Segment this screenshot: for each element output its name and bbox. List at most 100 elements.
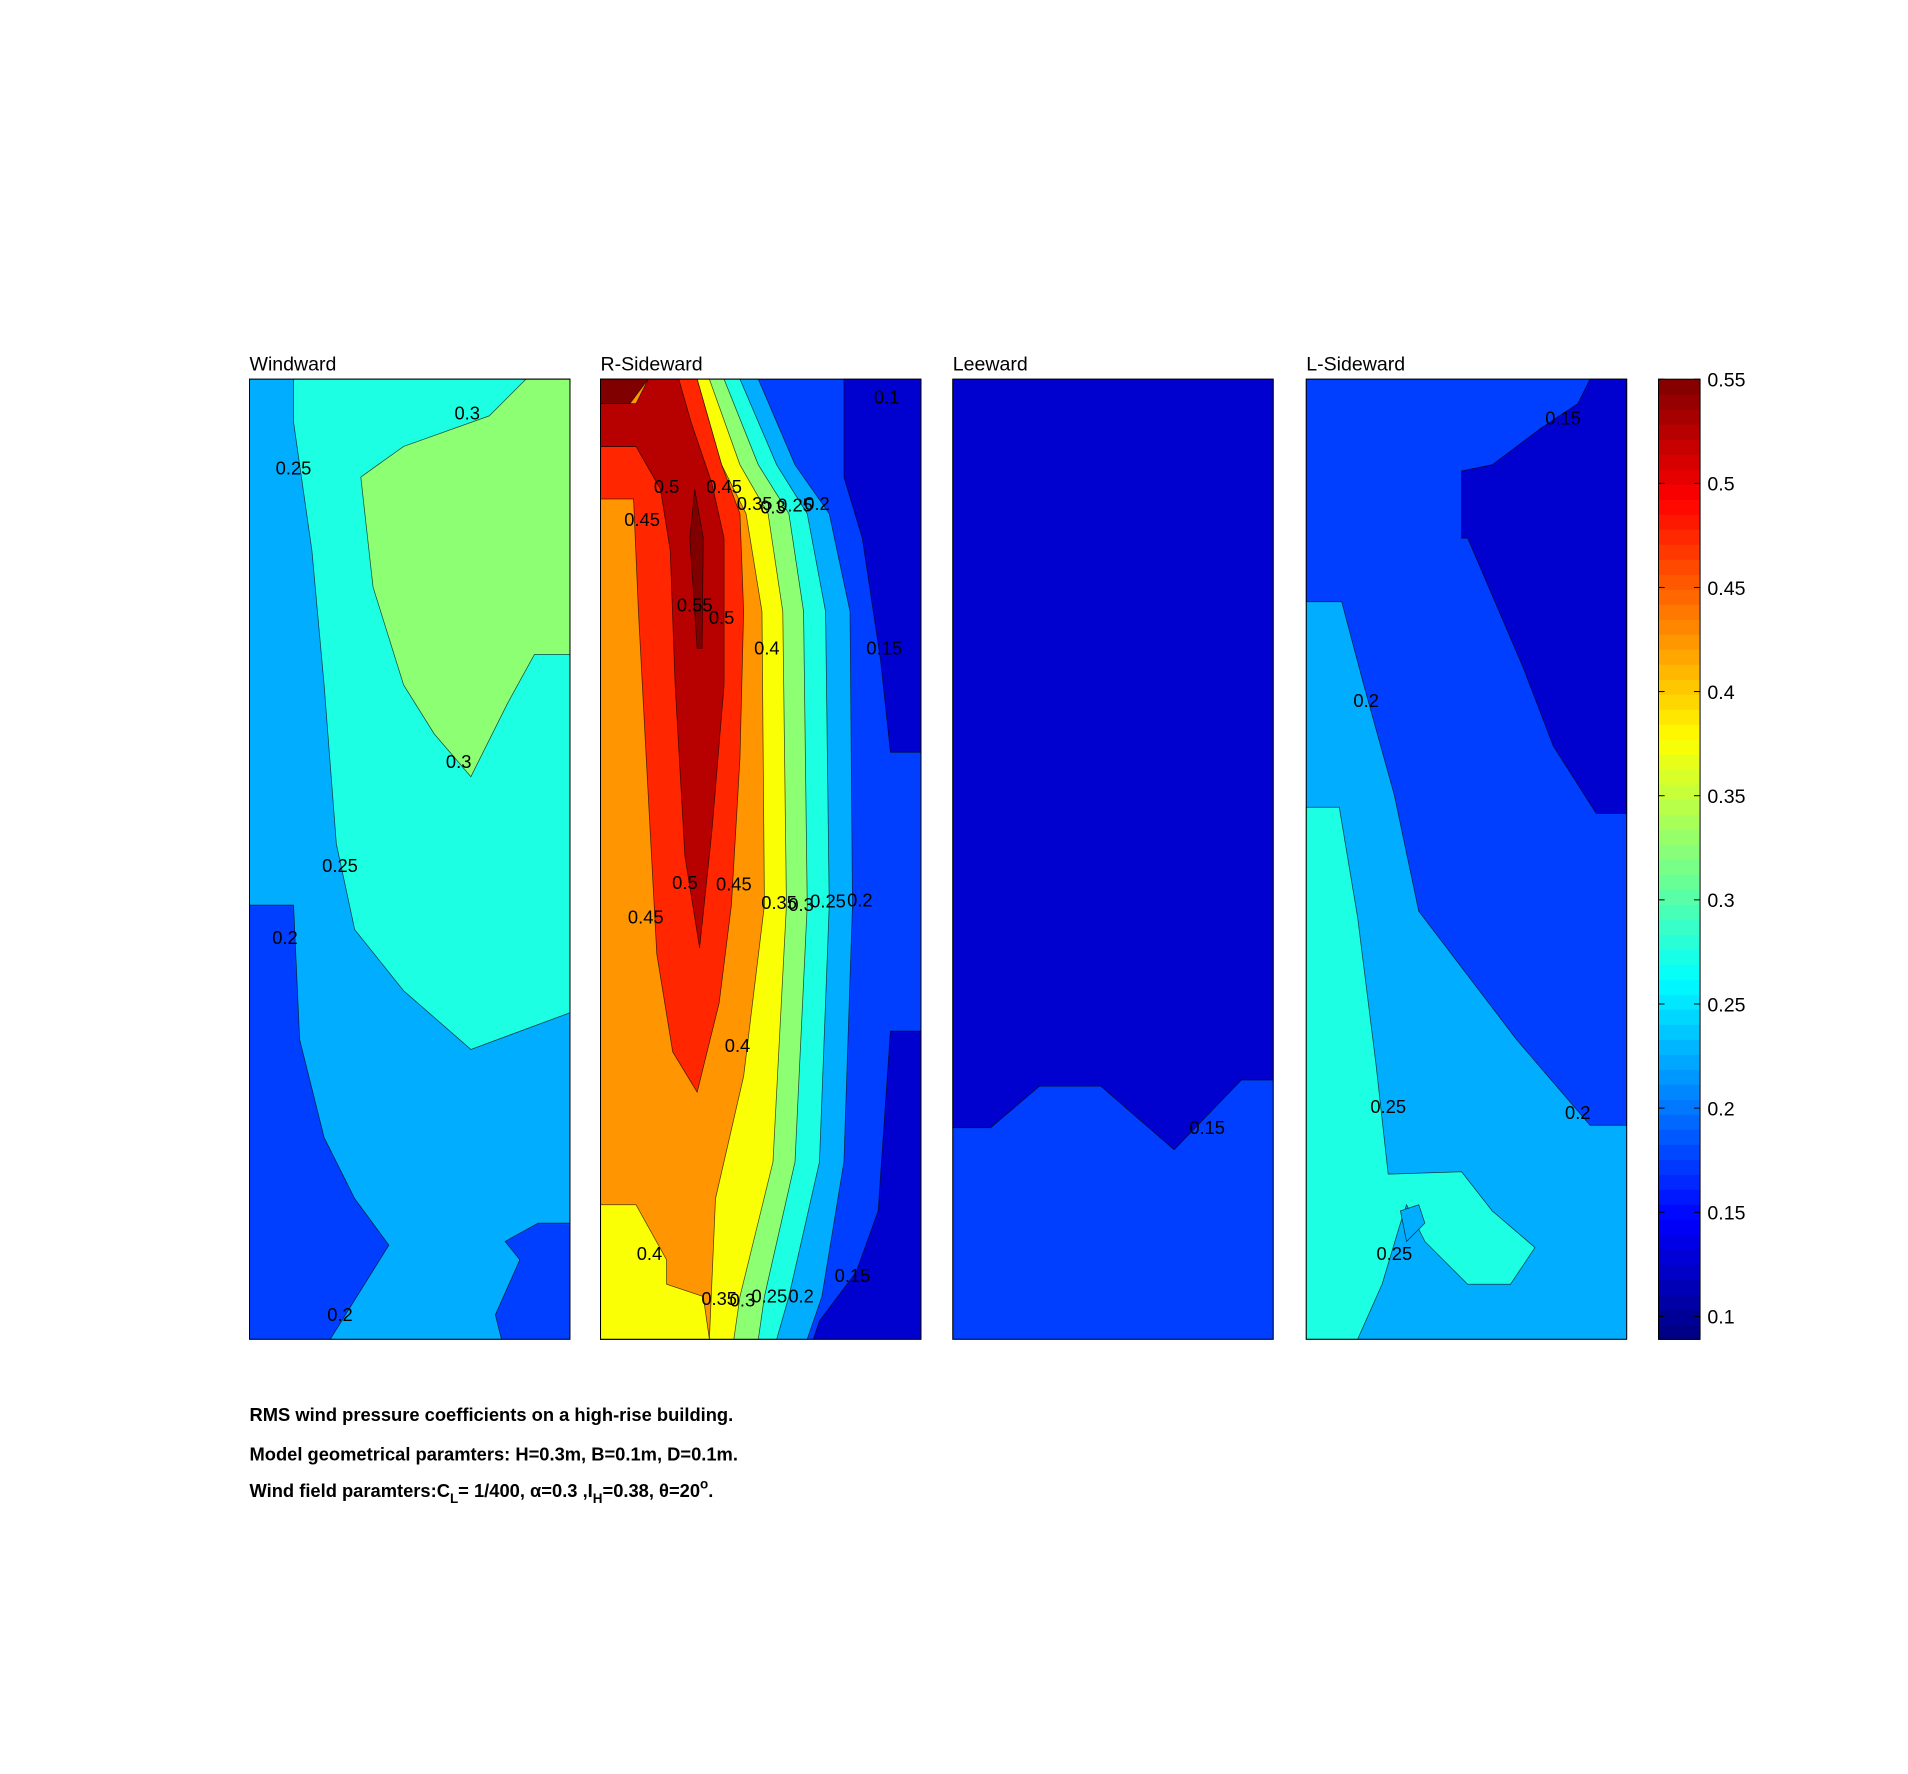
contour-label: 0.2 (1353, 690, 1378, 711)
colorbar-step (1658, 394, 1701, 410)
caption-text: . (708, 1480, 713, 1501)
panel-frame (1305, 378, 1628, 1340)
contour-label: 0.25 (276, 458, 312, 479)
colorbar-step (1658, 964, 1701, 980)
colorbar-tick-label: 0.1 (1707, 1307, 1734, 1329)
contour-label: 0.3 (446, 751, 471, 772)
colorbar-step (1658, 844, 1701, 860)
colorbar-tick-label: 0.15 (1707, 1203, 1745, 1225)
caption-subscript: H (593, 1491, 603, 1506)
colorbar-frame (1658, 378, 1701, 1340)
contour-region (689, 489, 704, 649)
contour-region (1305, 806, 1536, 1340)
contour-label: 0.45 (706, 476, 742, 497)
contour-label: 0.2 (788, 1286, 813, 1307)
colorbar-step (1658, 919, 1701, 935)
panel-title: R-Sideward (601, 354, 703, 376)
colorbar-step (1658, 574, 1701, 590)
contour-label: 0.3 (454, 403, 479, 424)
colorbar-step (1658, 454, 1701, 470)
colorbar-step (1658, 619, 1701, 635)
contour-label: 0.15 (835, 1265, 871, 1286)
colorbar-step (1658, 799, 1701, 815)
caption-text: =0.38, θ=20 (602, 1480, 700, 1501)
colorbar-step (1658, 679, 1701, 695)
colorbar-tick-label: 0.3 (1707, 890, 1734, 912)
colorbar-step (1658, 994, 1701, 1010)
contour-label: 0.4 (754, 637, 779, 658)
contour-label: 0.25 (322, 855, 358, 876)
colorbar-step (1658, 1144, 1701, 1160)
contour-label: 0.45 (624, 509, 660, 530)
caption-superscript: o (700, 1477, 708, 1492)
colorbar-tick-label: 0.25 (1707, 994, 1745, 1016)
caption-line: Wind field paramters:CL= 1/400, α=0.3 ,I… (250, 1477, 714, 1507)
colorbar-step (1658, 1009, 1701, 1025)
colorbar-step (1658, 1309, 1701, 1325)
colorbar-step (1658, 469, 1701, 485)
colorbar-step (1658, 874, 1701, 890)
colorbar-step (1658, 724, 1701, 740)
colorbar-tick-label: 0.5 (1707, 474, 1734, 496)
colorbar-step (1658, 1324, 1701, 1340)
colorbar-step (1658, 949, 1701, 965)
colorbar-step (1658, 1099, 1701, 1115)
contour-label: 0.25 (777, 494, 813, 515)
colorbar-step (1658, 1159, 1701, 1175)
colorbar-step (1658, 529, 1701, 545)
contour-label: 0.25 (810, 891, 846, 912)
contour-label: 0.15 (1545, 407, 1581, 428)
contour-label: 0.25 (1370, 1096, 1406, 1117)
contour-label: 0.5 (709, 607, 734, 628)
panel-title: Leeward (953, 354, 1028, 376)
contour-label: 0.15 (1189, 1117, 1225, 1138)
contour-label: 0.1 (874, 387, 899, 408)
panel-title: L-Sideward (1306, 354, 1405, 376)
colorbar-step (1658, 1204, 1701, 1220)
colorbar-step (1658, 1084, 1701, 1100)
contour-label: 0.3 (788, 894, 813, 915)
colorbar-step (1658, 514, 1701, 530)
colorbar-step (1658, 1054, 1701, 1070)
contour-label: 0.2 (804, 493, 829, 514)
colorbar-step (1658, 1174, 1701, 1190)
colorbar-tick-label: 0.35 (1707, 786, 1745, 808)
colorbar-step (1658, 769, 1701, 785)
colorbar-tick-label: 0.2 (1707, 1098, 1734, 1120)
contour-region (952, 378, 1274, 1151)
colorbar-step (1658, 694, 1701, 710)
contour-label: 0.15 (866, 637, 902, 658)
colorbar-step (1658, 379, 1701, 395)
colorbar-step (1658, 784, 1701, 800)
contour-label: 0.5 (672, 872, 697, 893)
panel-title: Windward (250, 354, 337, 376)
contour-label: 0.55 (677, 595, 713, 616)
colorbar-step (1658, 889, 1701, 905)
contour-label: 0.35 (737, 493, 773, 514)
colorbar-step (1658, 1234, 1701, 1250)
panel-frame (249, 378, 571, 1340)
contour-label: 0.25 (1376, 1243, 1412, 1264)
panel-frame (600, 378, 922, 1340)
contour-label: 0.2 (1565, 1102, 1590, 1123)
contour-label: 0.3 (760, 497, 785, 518)
panel-frame (952, 378, 1274, 1340)
colorbar-step (1658, 1189, 1701, 1205)
colorbar-tick-label: 0.45 (1707, 578, 1745, 600)
colorbar-step (1658, 979, 1701, 995)
colorbar-step (1658, 1069, 1701, 1085)
colorbar-step (1658, 649, 1701, 665)
colorbar-step (1658, 559, 1701, 575)
colorbar-step (1658, 709, 1701, 725)
contour-label: 0.2 (327, 1304, 352, 1325)
contour-label: 0.4 (637, 1243, 662, 1264)
colorbar-step (1658, 589, 1701, 605)
contour-label: 0.35 (701, 1288, 737, 1309)
colorbar-step (1658, 664, 1701, 680)
colorbar-step (1658, 1039, 1701, 1055)
colorbar-step (1658, 604, 1701, 620)
contour-label: 0.5 (654, 476, 679, 497)
colorbar-step (1658, 1219, 1701, 1235)
colorbar-step (1658, 1114, 1701, 1130)
